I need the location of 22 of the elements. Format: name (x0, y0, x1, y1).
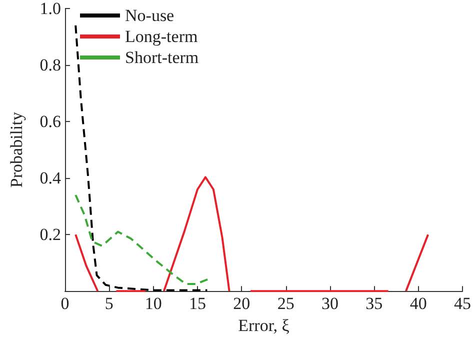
y-axis-title: Probability (7, 112, 26, 188)
line-series (74, 24, 208, 292)
y-tick-label: 1.0 (40, 0, 61, 18)
legend-label: Long-term (125, 27, 198, 46)
y-tick-label: 0.6 (40, 112, 61, 132)
x-tick-label: 35 (366, 294, 383, 314)
x-tick-label: 20 (233, 294, 250, 314)
legend-label: No-use (125, 6, 174, 25)
x-tick-label: 5 (104, 294, 114, 314)
x-axis-title: Error, ξ (238, 316, 290, 335)
x-tick-label: 30 (322, 294, 338, 314)
x-tick-label: 45 (454, 294, 471, 314)
x-tick-label: 25 (277, 294, 294, 314)
x-tick-label: 0 (60, 294, 70, 314)
y-tick-label: 0.2 (40, 225, 61, 244)
x-tick-label: 10 (144, 294, 162, 314)
line-series (74, 194, 210, 286)
x-tick-label: 15 (189, 294, 206, 314)
y-tick-label: 0.4 (40, 168, 62, 188)
y-tick-label: 0.8 (40, 56, 61, 75)
x-tick-label: 40 (410, 294, 427, 314)
legend-label: Short-term (125, 48, 199, 67)
